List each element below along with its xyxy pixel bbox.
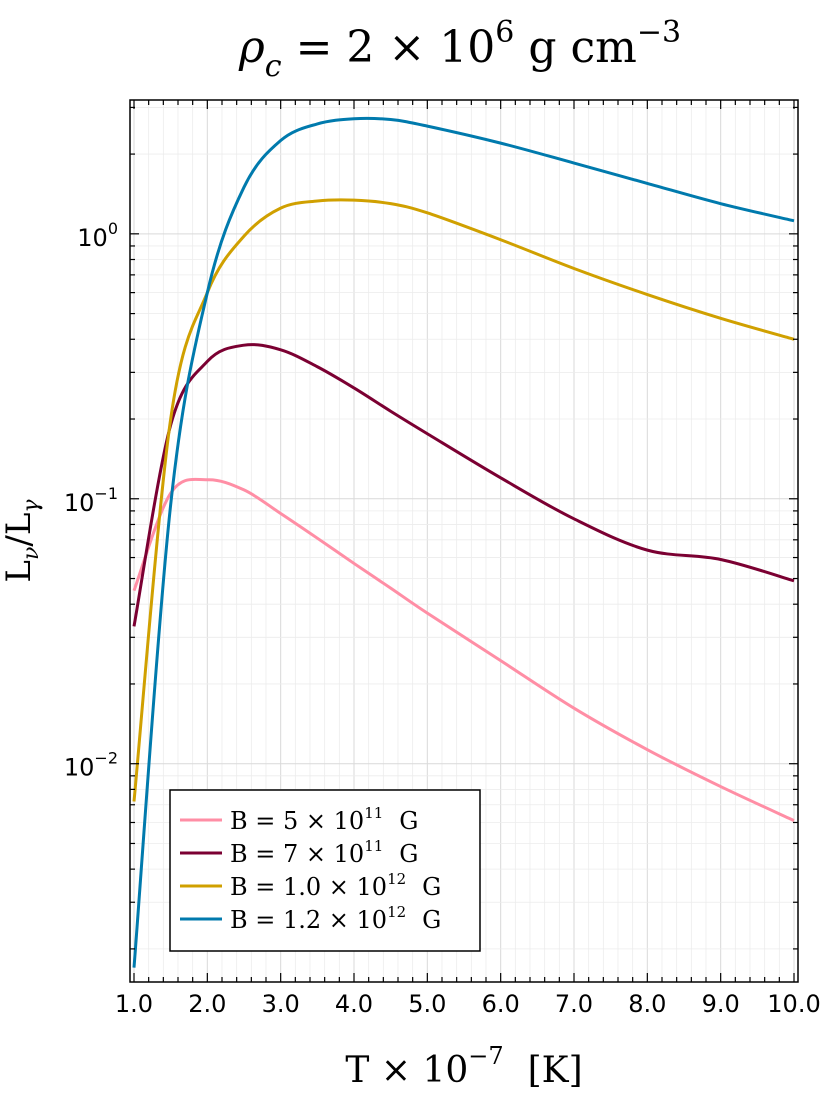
x-tick-label: 8.0 (628, 990, 666, 1018)
legend-label: B = 7 × 1011 G (230, 837, 418, 868)
series-line-3 (132, 198, 795, 802)
x-tick-label: 10.0 (767, 990, 820, 1018)
x-tick-label: 1.0 (115, 990, 153, 1018)
legend-box (169, 789, 481, 952)
x-tick-label: 6.0 (482, 990, 520, 1018)
y-axis-label: Lν/Lγ (0, 499, 44, 583)
legend: B = 5 × 1011 GB = 7 × 1011 GB = 1.0 × 1012… (169, 789, 481, 952)
x-tick-label: 9.0 (702, 990, 740, 1018)
series-line-4 (132, 116, 795, 968)
legend-label: B = 1.2 × 1012 G (230, 903, 441, 934)
axis-ticks (130, 100, 798, 982)
series-line-2 (132, 343, 795, 627)
y-tick-labels: 100 10−1 10−2 (64, 219, 118, 782)
x-tick-label: 2.0 (188, 990, 226, 1018)
y-tick-label: 10−1 (64, 484, 118, 517)
y-tick-label: 100 (77, 219, 118, 252)
x-tick-label: 4.0 (335, 990, 373, 1018)
chart-title: ρc = 2 × 106 g cm−3 (238, 15, 681, 84)
series-layer (132, 116, 795, 968)
x-tick-labels: 1.0 2.0 3.0 4.0 5.0 6.0 7.0 8.0 9.0 10.0 (115, 990, 821, 1018)
legend-entries: B = 5 × 1011 GB = 7 × 1011 GB = 1.0 × 1012… (180, 804, 441, 934)
legend-label: B = 1.0 × 1012 G (230, 870, 441, 901)
x-tick-label: 7.0 (555, 990, 593, 1018)
x-tick-label: 5.0 (408, 990, 446, 1018)
x-axis-label: T × 10−7 [K] (345, 1042, 582, 1091)
x-tick-label: 3.0 (262, 990, 300, 1018)
series-line-1 (132, 477, 795, 822)
legend-label: B = 5 × 1011 G (230, 804, 418, 835)
y-tick-label: 10−2 (64, 749, 118, 782)
plot-frame (129, 99, 799, 983)
